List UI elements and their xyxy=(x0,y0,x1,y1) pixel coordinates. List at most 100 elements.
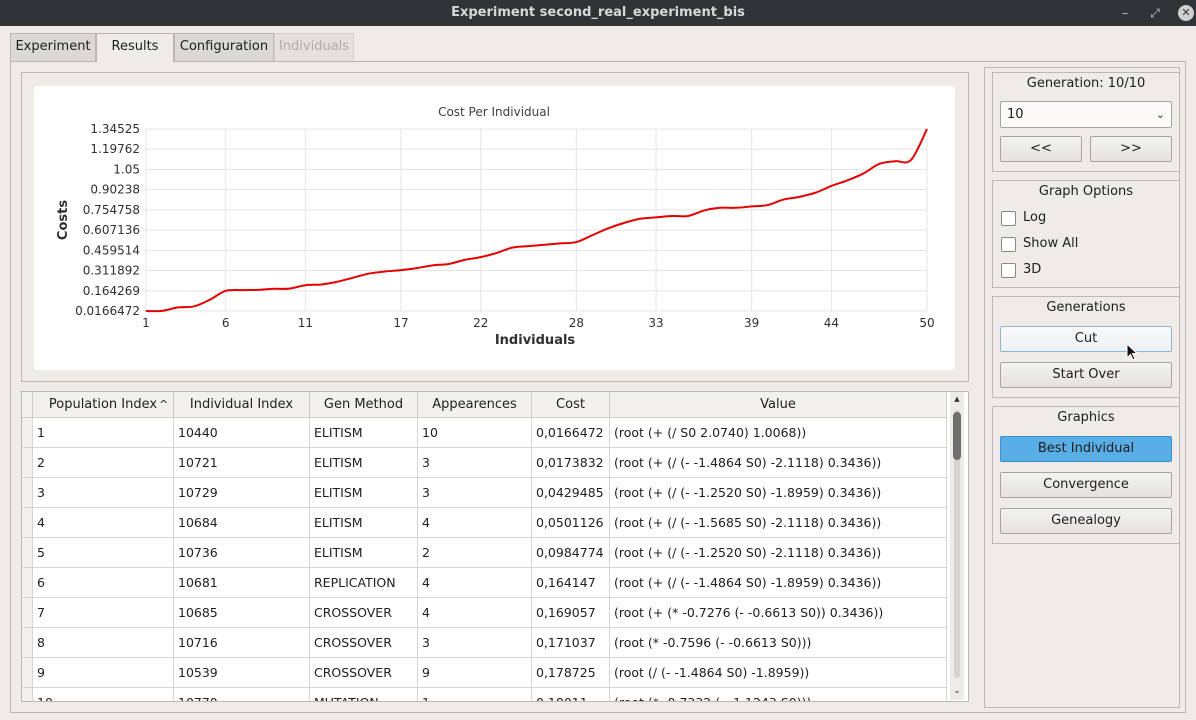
next-generation-button[interactable]: >> xyxy=(1090,136,1172,162)
column-header-value[interactable]: Value xyxy=(610,392,947,418)
genealogy-button[interactable]: Genealogy xyxy=(1000,508,1172,534)
row-header[interactable] xyxy=(22,688,33,701)
individual-index-cell[interactable]: 10729 xyxy=(174,478,310,508)
population-index-cell[interactable]: 10 xyxy=(33,688,174,701)
gen-method-cell[interactable]: ELITISM xyxy=(310,448,418,478)
individual-index-cell[interactable]: 10770 xyxy=(174,688,310,701)
scroll-up-icon[interactable]: ▲ xyxy=(954,395,960,403)
gen-method-cell[interactable]: ELITISM xyxy=(310,508,418,538)
tab-configuration[interactable]: Configuration xyxy=(174,33,274,61)
appearences-cell[interactable]: 10 xyxy=(418,418,532,448)
value-cell[interactable]: (root (+ (/ (- -1.2520 S0) -1.8959) 0.34… xyxy=(610,478,947,508)
gen-method-cell[interactable]: ELITISM xyxy=(310,538,418,568)
population-index-cell[interactable]: 8 xyxy=(33,628,174,658)
gen-method-cell[interactable]: CROSSOVER xyxy=(310,658,418,688)
population-index-cell[interactable]: 7 xyxy=(33,598,174,628)
cut-button[interactable]: Cut xyxy=(1000,326,1172,352)
cost-cell[interactable]: 0,164147 xyxy=(532,568,610,598)
row-header[interactable] xyxy=(22,568,33,598)
population-index-cell[interactable]: 3 xyxy=(33,478,174,508)
individual-index-cell[interactable]: 10440 xyxy=(174,418,310,448)
appearences-cell[interactable]: 9 xyxy=(418,658,532,688)
column-header-gen-method[interactable]: Gen Method xyxy=(310,392,418,418)
generation-select[interactable]: 10 ⌄ xyxy=(1000,101,1172,128)
row-header[interactable] xyxy=(22,538,33,568)
tab-experiment[interactable]: Experiment xyxy=(10,33,96,61)
best-individual-button[interactable]: Best Individual xyxy=(1000,436,1172,462)
value-cell[interactable]: (root (+ (/ (- -1.2520 S0) -2.1118) 0.34… xyxy=(610,538,947,568)
tab-results[interactable]: Results xyxy=(96,33,174,62)
gen-method-cell[interactable]: CROSSOVER xyxy=(310,628,418,658)
row-header[interactable] xyxy=(22,628,33,658)
scroll-thumb[interactable] xyxy=(953,412,961,460)
individual-index-cell[interactable]: 10736 xyxy=(174,538,310,568)
column-header-cost[interactable]: Cost xyxy=(532,392,610,418)
appearences-cell[interactable]: 2 xyxy=(418,538,532,568)
cost-cell[interactable]: 0,178725 xyxy=(532,658,610,688)
individual-index-cell[interactable]: 10721 xyxy=(174,448,310,478)
appearences-cell[interactable]: 4 xyxy=(418,598,532,628)
cost-cell[interactable]: 0,0173832 xyxy=(532,448,610,478)
population-index-cell[interactable]: 9 xyxy=(33,658,174,688)
cost-cell[interactable]: 0,18011 xyxy=(532,688,610,701)
table-row[interactable]: 5 10736 ELITISM 2 0,0984774 (root (+ (/ (- -1… xyxy=(22,538,947,568)
show-all-checkbox[interactable]: Show All xyxy=(1000,235,1170,253)
gen-method-cell[interactable]: REPLICATION xyxy=(310,568,418,598)
column-header-individual-index[interactable]: Individual Index xyxy=(174,392,310,418)
value-cell[interactable]: (root (* -0.7596 (- -0.6613 S0))) xyxy=(610,628,947,658)
row-header[interactable] xyxy=(22,418,33,448)
table-row[interactable]: 3 10729 ELITISM 3 0,0429485 (root (+ (/ (- -1… xyxy=(22,478,947,508)
individual-index-cell[interactable]: 10684 xyxy=(174,508,310,538)
value-cell[interactable]: (root (+ (/ (- -1.5685 S0) -2.1118) 0.34… xyxy=(610,508,947,538)
cost-cell[interactable]: 0,0429485 xyxy=(532,478,610,508)
column-header-population-index[interactable]: Population Index ^ xyxy=(33,392,174,418)
individual-index-cell[interactable]: 10681 xyxy=(174,568,310,598)
row-header[interactable] xyxy=(22,658,33,688)
gen-method-cell[interactable]: CROSSOVER xyxy=(310,598,418,628)
checkbox-box[interactable] xyxy=(1001,237,1016,252)
value-cell[interactable]: (root (+ (* -0.7276 (- -0.6613 S0)) 0.34… xyxy=(610,598,947,628)
cost-cell[interactable]: 0,0501126 xyxy=(532,508,610,538)
cost-cell[interactable]: 0,0166472 xyxy=(532,418,610,448)
table-row[interactable]: 7 10685 CROSSOVER 4 0,169057 (root (+ (* -0.7… xyxy=(22,598,947,628)
checkbox-box[interactable] xyxy=(1001,263,1016,278)
checkbox-box[interactable] xyxy=(1001,211,1016,226)
row-header[interactable] xyxy=(22,478,33,508)
table-row[interactable]: 2 10721 ELITISM 3 0,0173832 (root (+ (/ (- -1… xyxy=(22,448,947,478)
appearences-cell[interactable]: 4 xyxy=(418,508,532,538)
appearences-cell[interactable]: 3 xyxy=(418,448,532,478)
log-checkbox[interactable]: Log xyxy=(1000,209,1170,227)
individual-index-cell[interactable]: 10539 xyxy=(174,658,310,688)
column-header-appearences[interactable]: Appearences xyxy=(418,392,532,418)
appearences-cell[interactable]: 1 xyxy=(418,688,532,701)
row-header[interactable] xyxy=(22,448,33,478)
gen-method-cell[interactable]: ELITISM xyxy=(310,418,418,448)
close-icon[interactable]: ✕ xyxy=(1178,5,1194,21)
table-row[interactable]: 4 10684 ELITISM 4 0,0501126 (root (+ (/ (- -1… xyxy=(22,508,947,538)
previous-generation-button[interactable]: << xyxy=(1000,136,1082,162)
appearences-cell[interactable]: 3 xyxy=(418,478,532,508)
cost-cell[interactable]: 0,169057 xyxy=(532,598,610,628)
cost-cell[interactable]: 0,171037 xyxy=(532,628,610,658)
value-cell[interactable]: (root (+ (/ S0 2.0740) 1.0068)) xyxy=(610,418,947,448)
population-index-cell[interactable]: 4 xyxy=(33,508,174,538)
value-cell[interactable]: (root (/ (- -1.4864 S0) -1.8959)) xyxy=(610,658,947,688)
3d-checkbox[interactable]: 3D xyxy=(1000,261,1170,279)
table-row[interactable]: 9 10539 CROSSOVER 9 0,178725 (root (/ (- -1.4… xyxy=(22,658,947,688)
minimize-icon[interactable]: – xyxy=(1122,6,1128,20)
appearences-cell[interactable]: 3 xyxy=(418,628,532,658)
population-index-cell[interactable]: 5 xyxy=(33,538,174,568)
appearences-cell[interactable]: 4 xyxy=(418,568,532,598)
table-scrollbar[interactable]: ▲ ⌄ xyxy=(950,392,964,700)
population-index-cell[interactable]: 2 xyxy=(33,448,174,478)
population-index-cell[interactable]: 1 xyxy=(33,418,174,448)
table-row[interactable]: 6 10681 REPLICATION 4 0,164147 (root (+ (/ (-… xyxy=(22,568,947,598)
value-cell[interactable]: (root (+ (/ (- -1.4864 S0) -2.1118) 0.34… xyxy=(610,448,947,478)
table-row[interactable]: 1 10440 ELITISM 10 0,0166472 (root (+ (/ S0 2… xyxy=(22,418,947,448)
individual-index-cell[interactable]: 10716 xyxy=(174,628,310,658)
individual-index-cell[interactable]: 10685 xyxy=(174,598,310,628)
table-row[interactable]: 1010770MUTATION10,18011(root (* -0.7332 … xyxy=(22,688,947,701)
gen-method-cell[interactable]: MUTATION xyxy=(310,688,418,701)
scroll-down-icon[interactable]: ⌄ xyxy=(953,686,961,696)
start-over-button[interactable]: Start Over xyxy=(1000,362,1172,388)
